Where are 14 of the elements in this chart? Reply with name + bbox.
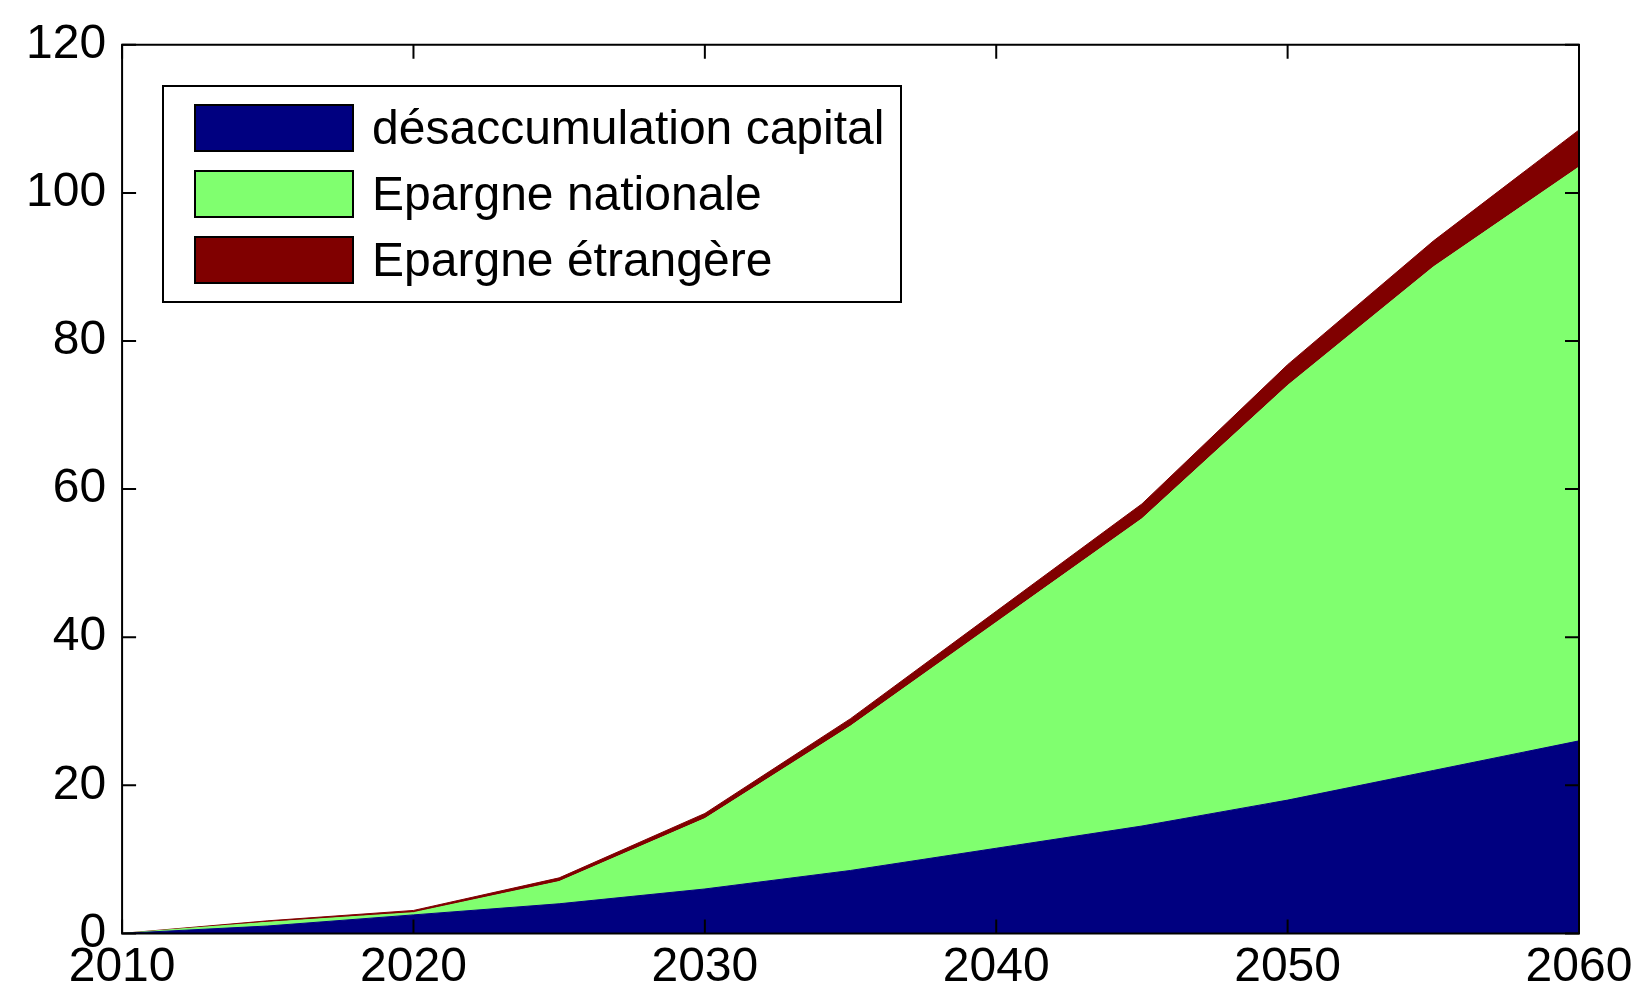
legend-label: désaccumulation capital [372,99,885,156]
legend-label: Epargne nationale [372,165,762,222]
y-tick-label: 40 [52,607,107,661]
y-tick-label: 60 [52,459,107,513]
x-tick-label: 2020 [360,938,467,992]
x-tick-label: 2030 [651,938,759,992]
y-tick-label: 120 [25,15,107,69]
legend-label: Epargne étrangère [372,231,773,288]
y-tick-label: 100 [25,163,107,217]
y-tick-label: 80 [52,311,107,365]
y-tick-label: 20 [52,755,107,809]
x-tick-label: 2050 [1234,938,1342,992]
x-tick-label: 2060 [1525,938,1633,992]
x-tick-label: 2040 [942,938,1050,992]
